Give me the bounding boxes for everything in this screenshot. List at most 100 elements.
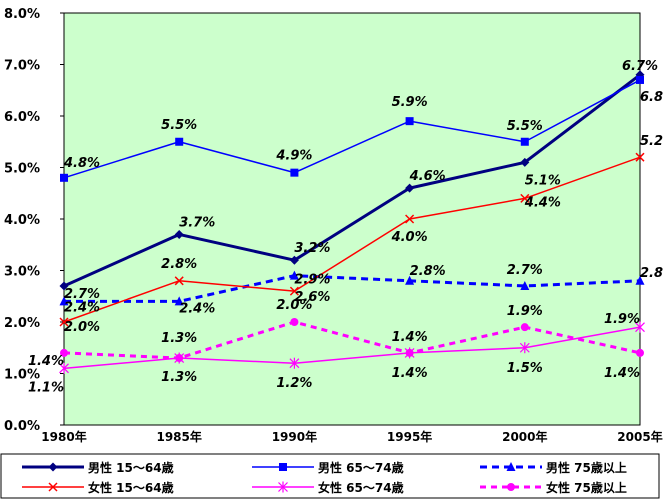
data-label: 1.9%	[507, 304, 543, 319]
data-label: 2.9%	[294, 273, 330, 288]
data-point-stroke	[174, 276, 184, 286]
legend-marker	[506, 462, 516, 471]
data-label: 1.1%	[28, 380, 64, 395]
data-label: 3.2%	[294, 241, 330, 256]
data-point	[405, 117, 414, 126]
series-line	[63, 73, 641, 288]
data-point-stroke	[635, 152, 645, 162]
data-point	[59, 296, 69, 306]
x-tick-label: 1985年	[156, 429, 201, 444]
data-point	[405, 348, 414, 357]
y-tick-label: 3.0%	[4, 265, 40, 280]
data-point-stroke	[520, 193, 530, 203]
data-point	[59, 362, 69, 374]
data-point	[405, 214, 415, 224]
data-label: 1.4%	[604, 366, 640, 381]
y-tick-label: 8.0%	[4, 7, 40, 22]
data-label: 4.9%	[275, 149, 312, 164]
data-label: 4.8%	[63, 156, 100, 171]
data-label: 1.4%	[392, 366, 428, 381]
x-tick-label: 1990年	[272, 429, 317, 444]
data-point	[636, 348, 644, 357]
data-point	[59, 281, 69, 291]
data-label: 4.6%	[409, 169, 446, 184]
data-label: 2.7%	[507, 263, 543, 278]
data-point	[520, 280, 530, 290]
series-line	[63, 79, 641, 179]
data-label: 1.3%	[161, 370, 197, 385]
legend-marker	[507, 483, 515, 491]
data-label: 2.8%	[161, 257, 197, 272]
data-point	[289, 357, 300, 369]
legend-marker-stroke	[48, 482, 58, 492]
data-label: 6.7%	[622, 59, 658, 74]
data-label: 5.1%	[525, 173, 561, 188]
data-point	[520, 137, 529, 146]
y-tick-label: 4.0%	[4, 213, 40, 228]
y-tick-label: 7.0%	[4, 59, 40, 74]
data-point	[520, 323, 529, 332]
data-point	[519, 342, 530, 354]
legend-marker	[48, 462, 58, 472]
data-label: 3.7%	[179, 215, 215, 230]
data-point	[635, 321, 645, 333]
data-label: 2.7%	[64, 287, 100, 302]
data-label: 2.6%	[294, 290, 330, 305]
data-label: 2.0%	[64, 320, 100, 335]
legend-label: 男性 75歳以上	[546, 460, 627, 475]
data-label: 1.3%	[161, 331, 197, 346]
legend-box	[0, 453, 660, 499]
data-label: 5.5%	[507, 119, 543, 134]
plot-area	[63, 12, 641, 426]
data-label: 1.4%	[28, 354, 64, 369]
legend-marker	[279, 463, 287, 471]
legend-label: 男性 65〜74歳	[318, 460, 404, 475]
y-tick-label: 6.0%	[4, 110, 40, 125]
data-point	[174, 276, 184, 286]
legend-label: 男性 15〜64歳	[88, 460, 174, 475]
data-point	[289, 255, 299, 265]
y-tick-label: 5.0%	[4, 162, 40, 177]
data-label: 1.4%	[392, 330, 428, 345]
data-point	[174, 229, 184, 239]
y-tick-label: 0.0%	[4, 419, 40, 434]
data-point	[174, 296, 184, 306]
data-point	[59, 317, 69, 327]
data-label: 2.4%	[64, 300, 100, 315]
y-tick-label: 2.0%	[4, 316, 40, 331]
legend-label: 女性 15〜64歳	[88, 480, 174, 495]
x-tick-label: 1995年	[387, 429, 432, 444]
data-label: 2.8%	[410, 264, 446, 279]
x-tick-label: 2005年	[617, 429, 662, 444]
series-line	[63, 156, 641, 323]
data-point	[60, 173, 68, 182]
data-point-stroke	[289, 286, 299, 296]
data-label: 5.5%	[161, 118, 197, 133]
data-label: 4.4%	[524, 195, 561, 210]
data-point	[60, 348, 68, 357]
data-point	[290, 168, 299, 177]
data-point	[520, 157, 530, 167]
data-point	[520, 193, 530, 203]
data-point	[289, 286, 299, 296]
series-line	[63, 326, 641, 370]
series-line	[64, 274, 641, 303]
data-point	[635, 152, 645, 162]
data-label: 1.9%	[604, 312, 640, 327]
data-point	[405, 183, 415, 193]
data-point	[290, 318, 299, 326]
x-tick-label: 2000年	[502, 429, 547, 444]
data-label: 1.2%	[276, 376, 312, 391]
legend-label: 女性 65〜74歳	[318, 480, 404, 495]
data-point	[289, 270, 299, 280]
legend-marker	[48, 482, 58, 492]
data-point	[175, 354, 184, 363]
legend-marker	[278, 481, 288, 493]
data-label: 4.0%	[391, 230, 428, 245]
data-label: 2.4%	[179, 301, 215, 316]
data-point-stroke	[59, 317, 69, 327]
data-label: 2.8%	[640, 266, 663, 281]
data-point	[175, 137, 184, 146]
